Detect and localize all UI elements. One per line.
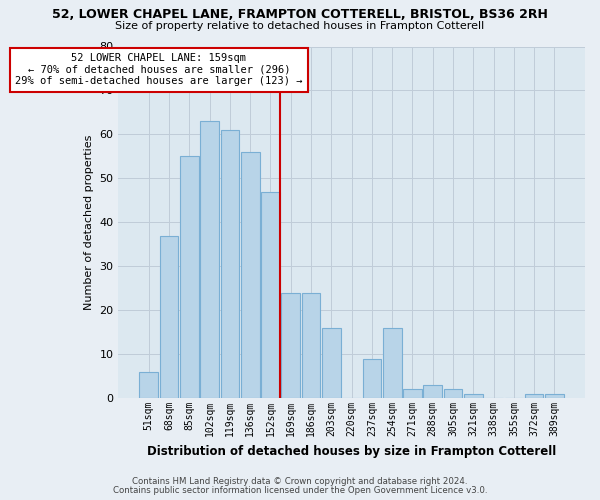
Text: Contains HM Land Registry data © Crown copyright and database right 2024.: Contains HM Land Registry data © Crown c… — [132, 477, 468, 486]
Text: 52 LOWER CHAPEL LANE: 159sqm
← 70% of detached houses are smaller (296)
29% of s: 52 LOWER CHAPEL LANE: 159sqm ← 70% of de… — [15, 53, 302, 86]
Bar — [261, 192, 280, 398]
X-axis label: Distribution of detached houses by size in Frampton Cotterell: Distribution of detached houses by size … — [147, 444, 556, 458]
Bar — [424, 385, 442, 398]
Bar — [200, 121, 219, 398]
Text: Contains public sector information licensed under the Open Government Licence v3: Contains public sector information licen… — [113, 486, 487, 495]
Bar — [322, 328, 341, 398]
Bar — [383, 328, 401, 398]
Text: 52, LOWER CHAPEL LANE, FRAMPTON COTTERELL, BRISTOL, BS36 2RH: 52, LOWER CHAPEL LANE, FRAMPTON COTTEREL… — [52, 8, 548, 20]
Bar — [221, 130, 239, 398]
Bar — [139, 372, 158, 398]
Bar — [180, 156, 199, 398]
Bar — [525, 394, 544, 398]
Bar — [464, 394, 482, 398]
Bar — [241, 152, 260, 398]
Bar — [403, 390, 422, 398]
Bar — [362, 358, 381, 398]
Bar — [545, 394, 564, 398]
Y-axis label: Number of detached properties: Number of detached properties — [83, 134, 94, 310]
Bar — [160, 236, 178, 398]
Bar — [281, 292, 300, 398]
Bar — [443, 390, 463, 398]
Text: Size of property relative to detached houses in Frampton Cotterell: Size of property relative to detached ho… — [115, 21, 485, 31]
Bar — [302, 292, 320, 398]
